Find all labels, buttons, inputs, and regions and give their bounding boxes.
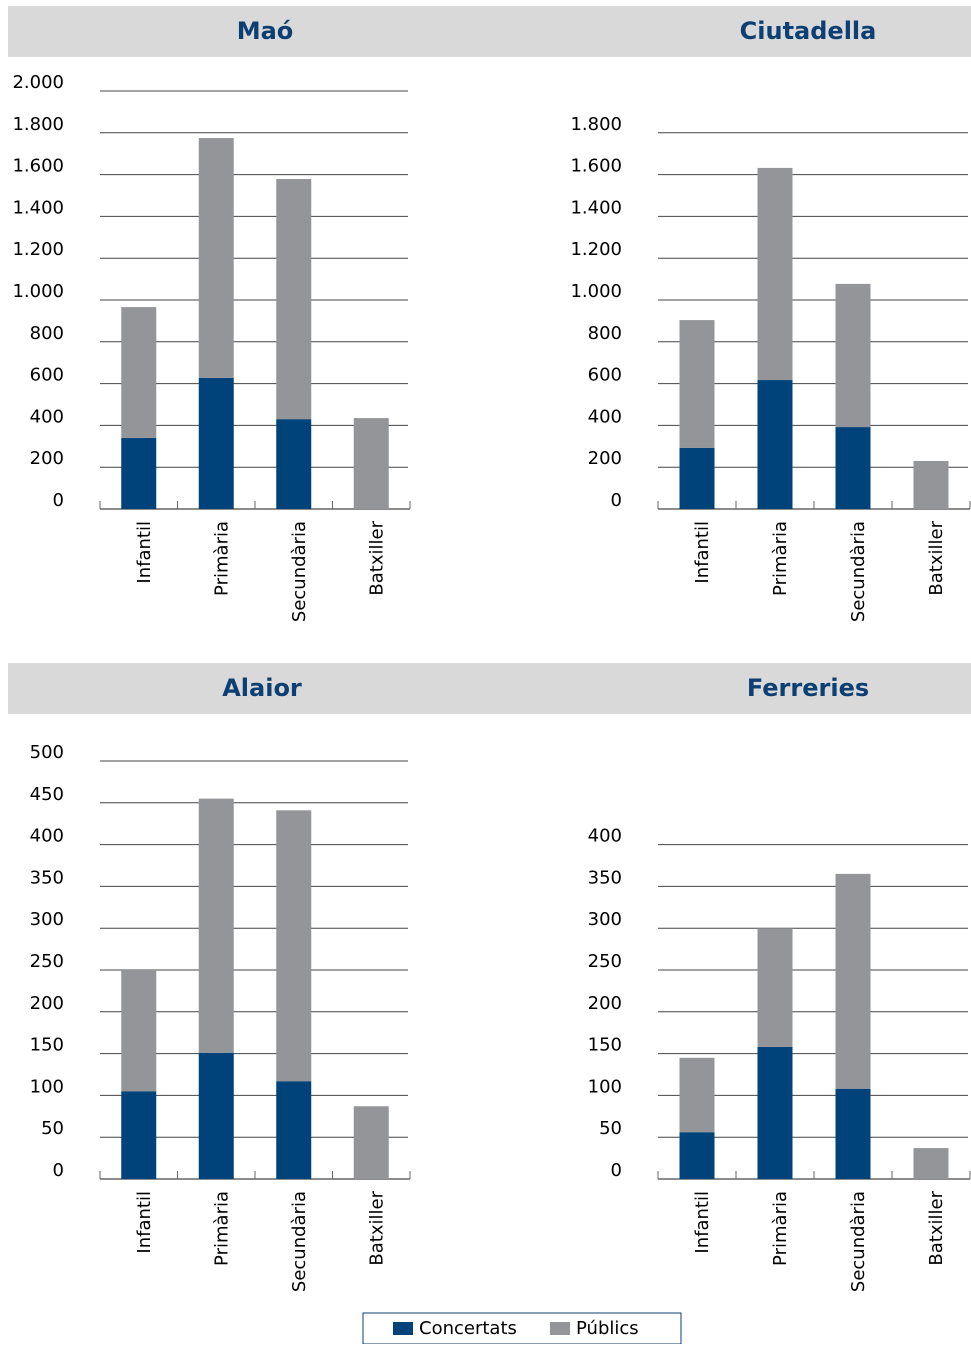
y-tick-label: 800: [588, 323, 622, 344]
y-tick-label: 150: [30, 1035, 64, 1056]
y-tick-label: 150: [588, 1035, 622, 1056]
bar-segment: [757, 167, 793, 381]
y-tick-label: 50: [599, 1118, 622, 1139]
y-tick-label: 200: [30, 993, 64, 1014]
y-tick-label: 400: [588, 826, 622, 847]
y-tick-label: 100: [588, 1076, 622, 1097]
bar-segment: [835, 873, 871, 1089]
legend-swatch: [550, 1322, 570, 1335]
bar-segment: [679, 1057, 715, 1133]
bar-segment: [198, 1052, 234, 1179]
y-tick-label: 2.000: [12, 72, 64, 93]
x-tick-label: Secundària: [289, 1191, 310, 1292]
chart-title: Ferreries: [747, 674, 869, 702]
y-tick-label: 500: [30, 742, 64, 763]
y-tick-label: 300: [588, 909, 622, 930]
y-tick-label: 1.200: [12, 239, 64, 260]
y-tick-label: 450: [30, 784, 64, 805]
x-tick-label: Primària: [211, 1191, 232, 1266]
header-band: [8, 663, 971, 714]
x-tick-label: Batxiller: [366, 520, 387, 595]
chart-title: Maó: [237, 17, 294, 45]
header-band: [8, 6, 971, 57]
x-tick-label: Infantil: [692, 521, 713, 584]
y-tick-label: 800: [30, 323, 64, 344]
bar-segment: [353, 418, 389, 509]
y-tick-label: 400: [30, 406, 64, 427]
bar-segment: [198, 138, 234, 378]
y-tick-label: 1.800: [570, 114, 622, 135]
bar-segment: [757, 928, 793, 1047]
bar-segment: [276, 810, 312, 1082]
bar-segment: [121, 1091, 157, 1179]
bar-segment: [757, 1046, 793, 1179]
y-tick-label: 0: [611, 1160, 622, 1181]
y-tick-label: 400: [588, 406, 622, 427]
y-tick-label: 1.600: [12, 156, 64, 177]
bar-segment: [757, 380, 793, 509]
bar-segment: [913, 460, 949, 509]
x-tick-label: Infantil: [134, 521, 155, 584]
x-tick-label: Primària: [770, 1191, 791, 1266]
y-tick-label: 600: [30, 365, 64, 386]
y-tick-label: 350: [30, 867, 64, 888]
y-tick-label: 0: [53, 1160, 64, 1181]
y-tick-label: 100: [30, 1076, 64, 1097]
y-tick-label: 1.000: [570, 281, 622, 302]
legend-swatch: [393, 1322, 413, 1335]
bar-segment: [353, 1106, 389, 1179]
x-tick-label: Batxiller: [926, 520, 947, 595]
bar-segment: [121, 307, 157, 438]
y-tick-label: 600: [588, 365, 622, 386]
x-tick-label: Secundària: [848, 521, 869, 622]
bar-segment: [276, 1081, 312, 1179]
x-tick-label: Secundària: [289, 521, 310, 622]
y-tick-label: 350: [588, 867, 622, 888]
x-tick-label: Batxiller: [926, 1190, 947, 1265]
x-tick-label: Batxiller: [366, 1190, 387, 1265]
bar-segment: [679, 447, 715, 509]
bar-segment: [121, 437, 157, 509]
y-tick-label: 400: [30, 826, 64, 847]
y-tick-label: 1.400: [570, 197, 622, 218]
legend-label: Concertats: [419, 1318, 517, 1339]
y-tick-label: 250: [588, 951, 622, 972]
bar-segment: [121, 969, 157, 1092]
chart-title: Ciutadella: [740, 17, 877, 45]
bar-segment: [913, 1148, 949, 1179]
x-tick-label: Primària: [211, 521, 232, 596]
x-tick-label: Infantil: [692, 1191, 713, 1254]
bar-segment: [835, 283, 871, 428]
y-tick-label: 200: [588, 993, 622, 1014]
bar-segment: [835, 427, 871, 509]
y-tick-label: 1.400: [12, 197, 64, 218]
legend-label: Públics: [576, 1318, 639, 1339]
y-tick-label: 0: [611, 490, 622, 511]
bar-segment: [276, 178, 312, 420]
y-tick-label: 200: [30, 448, 64, 469]
y-tick-label: 1.200: [570, 239, 622, 260]
bar-segment: [276, 419, 312, 509]
y-tick-label: 200: [588, 448, 622, 469]
chart-title: Alaior: [222, 674, 302, 702]
bar-segment: [679, 320, 715, 448]
x-tick-label: Infantil: [134, 1191, 155, 1254]
y-tick-label: 50: [41, 1118, 64, 1139]
y-tick-label: 1.600: [570, 156, 622, 177]
y-tick-label: 1.800: [12, 114, 64, 135]
bar-segment: [679, 1132, 715, 1179]
bar-segment: [198, 798, 234, 1053]
y-tick-label: 1.000: [12, 281, 64, 302]
x-tick-label: Primària: [770, 521, 791, 596]
y-tick-label: 250: [30, 951, 64, 972]
y-tick-label: 0: [53, 490, 64, 511]
bar-segment: [198, 377, 234, 509]
x-tick-label: Secundària: [848, 1191, 869, 1292]
bar-segment: [835, 1088, 871, 1179]
y-tick-label: 300: [30, 909, 64, 930]
